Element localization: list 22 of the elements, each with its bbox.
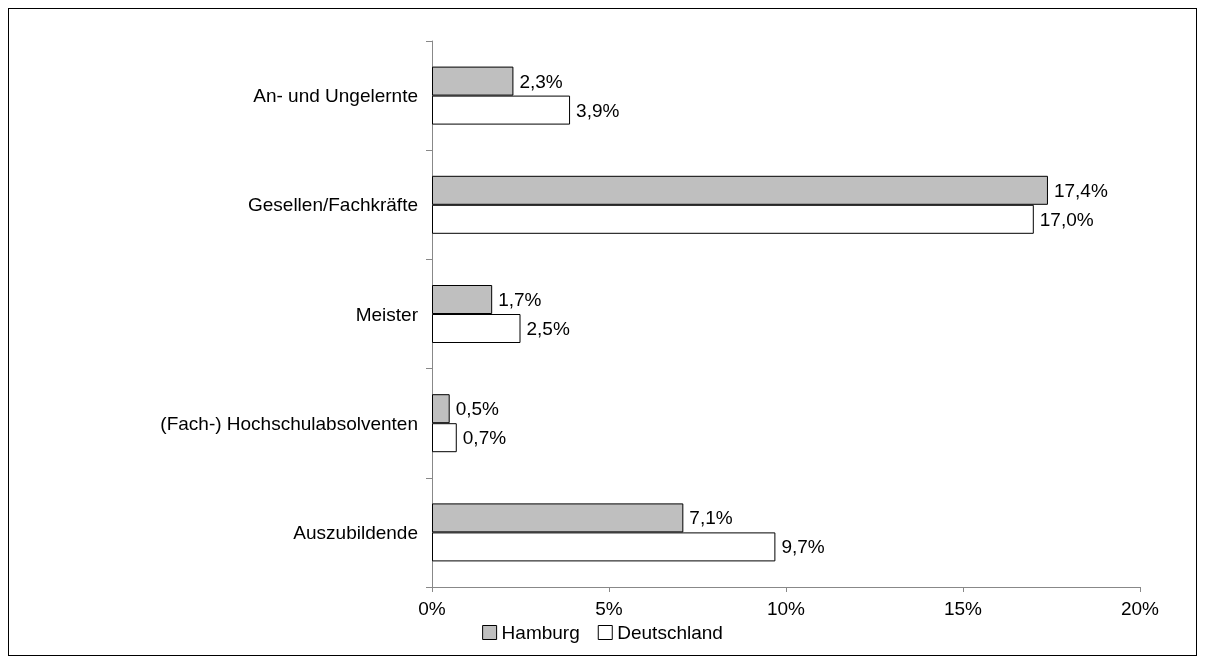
data-label: 2,5% bbox=[526, 318, 570, 339]
x-tick-label: 15% bbox=[943, 598, 983, 619]
x-tick-label: 20% bbox=[1120, 598, 1160, 619]
x-tick-label: 5% bbox=[595, 598, 623, 619]
y-tick-label: (Fach-) Hochschulabsolventen bbox=[160, 412, 418, 434]
data-label: 17,0% bbox=[1039, 208, 1094, 230]
data-label: 0,7% bbox=[462, 427, 507, 449]
x-tick-label: 0% bbox=[418, 598, 446, 619]
data-label: 2,3% bbox=[519, 70, 563, 92]
data-label: 3,9% bbox=[576, 99, 620, 121]
y-tick-label: An- und Ungelernte bbox=[253, 85, 418, 107]
data-label: 17,4% bbox=[1053, 179, 1108, 201]
y-tick-label: Auszubildende bbox=[293, 521, 418, 543]
y-tick-label: Meister bbox=[355, 303, 419, 325]
x-tick-label: 10% bbox=[766, 598, 806, 619]
data-label: 0,5% bbox=[455, 398, 500, 420]
legend-label: Hamburg bbox=[501, 622, 580, 643]
data-label: 1,7% bbox=[498, 289, 542, 310]
legend-label: Deutschland bbox=[617, 622, 723, 643]
y-tick-label: Gesellen/Fachkräfte bbox=[247, 194, 418, 216]
data-label: 9,7% bbox=[781, 536, 825, 558]
data-label: 7,1% bbox=[689, 507, 733, 529]
